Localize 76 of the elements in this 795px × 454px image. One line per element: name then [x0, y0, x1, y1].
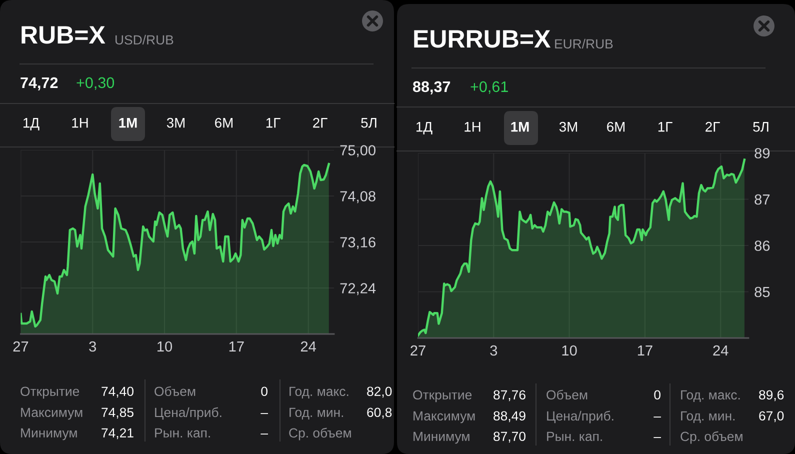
text: 74,40 [102, 386, 134, 398]
text: 2Г [313, 118, 328, 128]
text: 1Н [464, 122, 480, 132]
text: Год. макс. [290, 386, 348, 399]
text: 3М [559, 122, 578, 132]
chart-subtitle: EUR/RUB [555, 38, 613, 49]
chart-subtitle: USD/RUB [116, 34, 174, 45]
text: Минимум [21, 428, 77, 440]
text: Открытие [413, 390, 472, 402]
text: – [654, 437, 661, 438]
text: Год. макс. [681, 390, 740, 402]
y-tick-label: 86 [754, 240, 770, 251]
text: Максимум [414, 411, 475, 424]
x-tick-label: 17 [638, 345, 652, 356]
text: Ср. объем [289, 428, 351, 440]
y-tick-label: 87 [754, 194, 770, 205]
y-tick-label: 72,24 [340, 283, 376, 296]
text: 1М [511, 122, 529, 132]
text: +0,30 [76, 77, 114, 90]
chart-title: EURRUB=X [414, 30, 550, 48]
text: 82,0 [367, 386, 392, 398]
text: 67,0 [759, 411, 784, 422]
text: 5Л [753, 122, 768, 132]
text: 60,8 [367, 408, 392, 419]
text: +0,61 [470, 81, 508, 94]
text: 1Н [72, 118, 88, 128]
x-tick-label: 10 [158, 341, 172, 352]
text: Рын. кап. [155, 428, 210, 438]
text: 3М [166, 118, 185, 128]
y-tick-label: 73,16 [340, 237, 376, 250]
text: Объем [546, 390, 588, 400]
text: 87,76 [494, 390, 526, 402]
text: 74,72 [20, 77, 58, 90]
x-tick-label: 10 [562, 345, 577, 356]
text: 87,70 [494, 432, 526, 443]
text: – [654, 416, 661, 418]
text: Рын. кап. [547, 432, 602, 442]
text: Год. мин. [290, 408, 344, 420]
text: 1Д [23, 118, 40, 130]
x-tick-label: 27 [410, 345, 426, 356]
text: Минимум [414, 432, 470, 444]
x-tick-label: 27 [13, 341, 28, 352]
x-tick-label: 24 [713, 345, 728, 356]
y-tick-label: 75,00 [340, 145, 376, 158]
text: Открытие [20, 386, 80, 399]
text: 1Г [658, 122, 672, 132]
text: 5Л [361, 118, 376, 128]
chart-title: RUB=X [22, 26, 106, 44]
text: 2Г [706, 122, 720, 132]
x-tick-label: 24 [300, 341, 316, 352]
text: – [260, 434, 268, 435]
text: 1М [119, 118, 137, 128]
y-tick-label: 74,08 [340, 191, 376, 204]
text: Цена/приб. [547, 410, 614, 424]
text: 0 [261, 386, 268, 396]
text: 74,85 [102, 408, 134, 419]
text: Максимум [21, 408, 82, 420]
y-tick-label: 85 [754, 286, 770, 298]
text: 6М [607, 122, 625, 132]
text: 88,49 [494, 411, 526, 422]
text: Объем [154, 386, 196, 396]
text: 89,6 [759, 390, 784, 402]
text: 6М [215, 118, 233, 128]
y-tick-label: 89 [754, 148, 770, 158]
text: Ср. объем [680, 431, 742, 444]
x-tick-label: 17 [229, 341, 244, 352]
text: Год. мин. [681, 411, 735, 424]
text: 0 [654, 390, 660, 400]
x-tick-label: 3 [490, 345, 498, 356]
text: 1Д [416, 122, 432, 134]
text: 1Г [266, 118, 280, 128]
text: 88,37 [412, 81, 450, 94]
x-tick-label: 3 [89, 341, 96, 352]
text: 74,21 [102, 428, 134, 440]
text: – [260, 413, 268, 414]
text: Цена/приб. [155, 407, 222, 420]
